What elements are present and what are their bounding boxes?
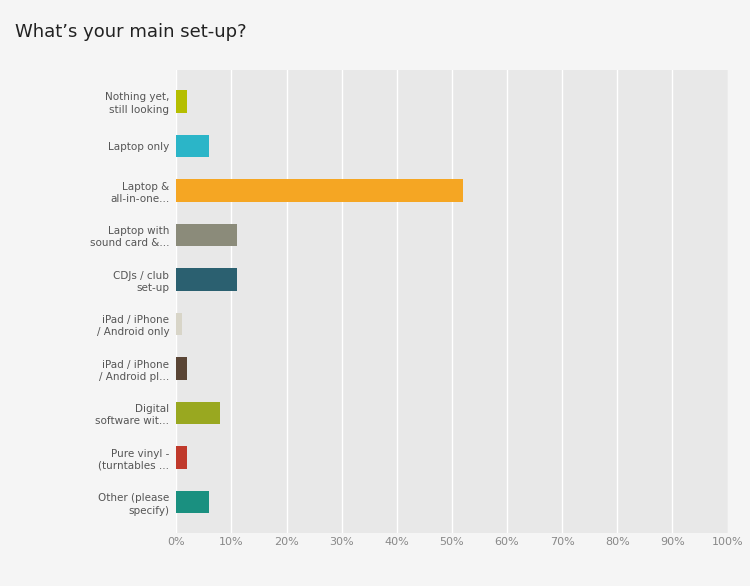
Bar [176,179,463,202]
Bar [176,402,220,424]
Bar [176,491,209,513]
Bar [176,90,188,113]
Bar [176,357,188,380]
Bar [176,447,188,469]
Bar [176,135,209,157]
Bar [176,313,182,335]
Bar [176,268,237,291]
Text: What’s your main set-up?: What’s your main set-up? [15,23,247,42]
Bar [176,224,237,246]
